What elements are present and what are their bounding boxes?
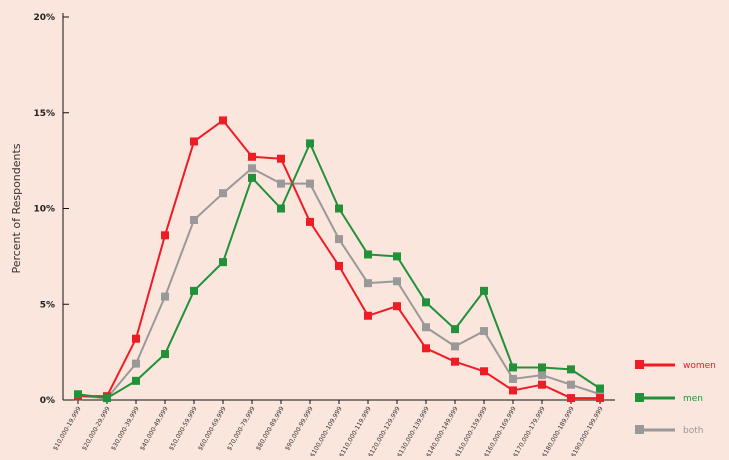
data-point-men [596,384,604,393]
data-point-women [480,367,488,376]
data-point-men [132,376,140,385]
data-point-women [422,344,430,353]
data-point-women [248,152,256,161]
y-tick-label: 5% [40,300,55,310]
data-point-men [161,350,169,359]
x-tick-label: $190,000-199,999 [570,405,605,456]
data-point-both [538,371,546,380]
data-point-both [132,359,140,368]
x-tick-label: $150,000-159,999 [454,405,489,456]
x-tick-label: $60,000-69,999 [197,405,228,451]
data-point-both [393,277,401,286]
legend-marker-women [635,360,644,369]
series-men [74,139,604,403]
legend-label-women: women [683,361,716,371]
data-point-women [596,394,604,403]
x-tick-label: $50,000-59,999 [168,405,199,451]
series-line-men [77,142,601,400]
data-point-men [393,252,401,261]
data-point-men [277,204,285,213]
legend-marker-both [635,425,644,434]
data-point-women [538,380,546,389]
series-women [74,116,604,403]
data-point-women [393,302,401,311]
x-tick-label: $30,000-39,999 [110,405,141,451]
data-point-men [248,173,256,182]
data-point-women [132,334,140,343]
data-point-both [161,292,169,301]
x-tick-label: $70,000-79,999 [226,405,257,451]
data-point-men [190,286,198,295]
x-tick-label: $180,000-189,999 [541,405,576,456]
x-tick-label: $100,000-109,999 [309,405,344,456]
data-point-men [480,286,488,295]
data-point-men [364,250,372,259]
data-point-both [509,374,517,383]
x-tick-label: $40,000-49,999 [139,405,170,451]
x-tick-label: $120,000-129,999 [367,405,402,456]
data-point-men [103,394,111,403]
data-point-men [567,365,575,374]
x-tick-label: $110,000-119,999 [338,405,373,456]
data-point-women [567,394,575,403]
data-point-men [335,204,343,213]
legend-item-women: women [635,360,716,371]
legend: women men both [635,360,716,436]
legend-label-both: both [683,426,703,436]
y-tick-label: 0% [40,396,55,406]
legend-marker-men [635,393,644,402]
x-tick-label: $160,000-169,999 [483,405,518,456]
y-tick-label: 15% [33,109,55,119]
data-point-women [219,116,227,125]
x-tick-label: $170,000-179,999 [512,405,547,456]
y-tick-label: 10% [33,205,55,215]
series-line-both [77,167,601,400]
series [74,116,604,403]
data-point-women [451,357,459,366]
data-point-men [422,298,430,307]
data-point-men [538,363,546,372]
legend-label-men: men [683,394,703,404]
data-point-both [422,323,430,332]
data-point-men [509,363,517,372]
x-tick-label: $90,000-99,999 [284,405,315,451]
y-axis-label: Percent of Respondents [10,143,23,273]
data-point-both [219,189,227,198]
data-point-women [364,311,372,320]
data-point-men [74,390,82,399]
data-point-both [480,327,488,336]
data-point-men [219,258,227,267]
x-tick-label: $140,000-149,999 [425,405,460,456]
series-line-women [78,119,600,400]
data-point-men [451,325,459,334]
data-point-both [190,215,198,224]
data-point-both [335,235,343,244]
data-point-women [335,261,343,270]
data-point-men [306,139,314,148]
data-point-women [190,137,198,146]
data-point-both [567,380,575,389]
legend-item-men: men [635,393,703,404]
data-point-women [509,386,517,395]
x-tick-label: $10,000-19,999 [52,405,83,451]
data-point-both [248,164,256,173]
data-point-women [161,231,169,240]
data-point-both [306,179,314,188]
axes: 0% 5% 10% 15% 20% Percent of Respondents $10,0… [10,13,615,459]
data-point-both [277,179,285,188]
data-point-women [306,217,314,226]
data-point-both [364,279,372,288]
data-point-women [277,154,285,163]
legend-item-both: both [635,425,703,436]
series-both [74,164,604,403]
y-tick-label: 20% [33,13,55,23]
x-tick-label: $20,000-29,999 [81,405,112,451]
x-tick-label: $130,000-139,999 [396,405,431,456]
x-tick-label: $80,000-89,999 [255,405,286,451]
data-point-both [451,342,459,351]
